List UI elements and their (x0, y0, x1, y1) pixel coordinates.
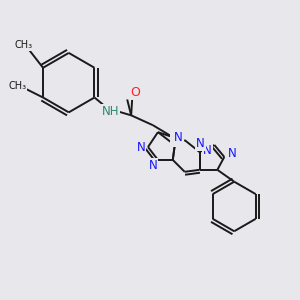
Text: CH₃: CH₃ (14, 40, 32, 50)
Text: N: N (196, 136, 205, 150)
Text: NH: NH (102, 105, 119, 118)
Text: N: N (137, 140, 146, 154)
Text: N: N (203, 143, 212, 157)
Text: S: S (171, 133, 179, 146)
Text: N: N (228, 148, 237, 160)
Text: N: N (148, 159, 157, 172)
Text: CH₃: CH₃ (8, 81, 26, 91)
Text: O: O (130, 86, 140, 99)
Text: N: N (174, 130, 183, 144)
